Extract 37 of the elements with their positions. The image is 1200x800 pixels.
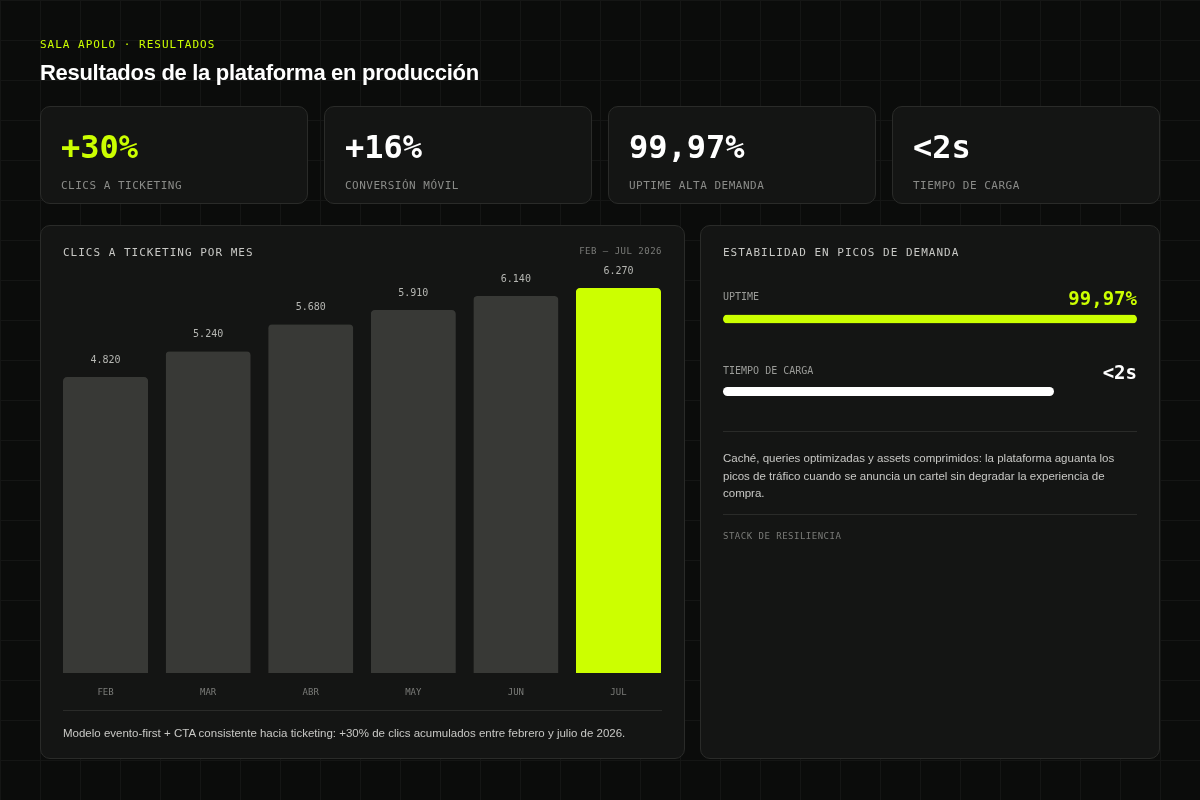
- chart-title: CLICS A TICKETING POR MES: [63, 246, 254, 259]
- bar: [370, 310, 456, 673]
- text: +16%: [345, 128, 424, 166]
- text: Caché, queries optimizadas y assets comprimidos: la plataforma aguanta los picos de tráfico cuando se anuncia un cartel sin degradar la experiencia de compra.: [723, 431, 1137, 503]
- text: CONVERSIÓN MÓVIL: [345, 179, 460, 192]
- text: CLICS A TICKETING: [61, 179, 184, 192]
- text: 99,97%: [629, 128, 746, 166]
- text: Modelo evento-first + CTA consistente hacia ticketing: +30% de clics acumulados entre febrero y julio de 2026.: [63, 727, 627, 739]
- text: TIEMPO DE CARGA: [913, 179, 1021, 192]
- x-tick-label: ABR: [302, 686, 320, 697]
- text: SALA APOLO · RESULTADOS: [40, 38, 216, 51]
- data-label: 6.140: [500, 272, 531, 284]
- y-tick-label: UPTIME: [723, 291, 760, 302]
- x-tick-label: JUL: [610, 686, 627, 697]
- bar: [473, 295, 559, 673]
- text: Resultados de la plataforma en producción: [40, 60, 479, 86]
- data-label: 99,97%: [1068, 287, 1138, 309]
- bar: [575, 288, 661, 673]
- text: STACK DE RESILIENCIA: [723, 514, 1137, 541]
- bar: [268, 324, 354, 673]
- x-tick-label: FEB: [97, 686, 114, 697]
- bar: [165, 351, 251, 673]
- chart-title: ESTABILIDAD EN PICOS DE DEMANDA: [723, 246, 960, 259]
- x-tick-label: MAY: [405, 686, 422, 697]
- data-label: 5.240: [193, 328, 224, 340]
- text: UPTIME ALTA DEMANDA: [629, 179, 766, 192]
- x-tick-label: MAR: [200, 686, 217, 697]
- text: <2s: [913, 128, 972, 166]
- chart-subtitle: FEB – JUL 2026: [579, 246, 662, 258]
- data-label: 5.680: [295, 301, 326, 313]
- text: +30%: [61, 128, 140, 166]
- data-label: 6.270: [603, 265, 634, 276]
- data-label: 5.910: [398, 287, 429, 299]
- text: <2s: [1102, 361, 1137, 383]
- data-label: 4.820: [90, 354, 121, 366]
- bar: [63, 377, 149, 673]
- x-tick-label: JUN: [507, 686, 524, 697]
